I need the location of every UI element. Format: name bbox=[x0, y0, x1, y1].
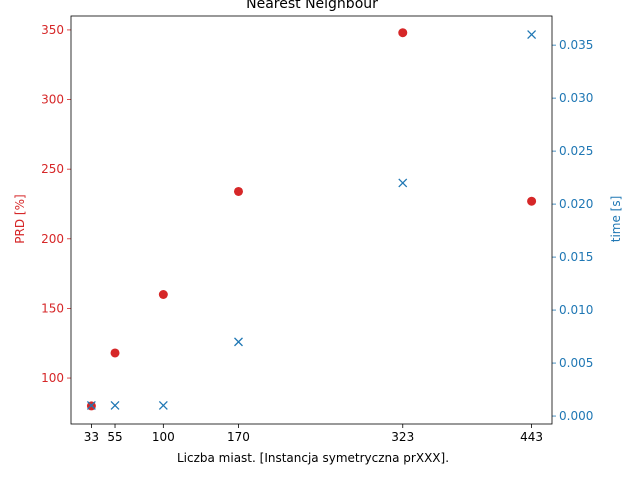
x-tick-label: 443 bbox=[520, 430, 543, 444]
x-tick-label: 33 bbox=[84, 430, 99, 444]
time-point-stroke bbox=[527, 30, 537, 40]
time-point bbox=[86, 400, 96, 410]
prd-point bbox=[233, 186, 243, 196]
y-left-tick-label: 350 bbox=[41, 23, 64, 37]
y-right-tick-label: 0.000 bbox=[559, 409, 593, 423]
time-point bbox=[234, 337, 243, 347]
time-point-stroke bbox=[398, 178, 408, 188]
time-point-stroke bbox=[234, 337, 243, 347]
time-point-stroke bbox=[110, 400, 120, 410]
plot-frame bbox=[70, 15, 553, 425]
chart-title: Nearest Neighbour bbox=[246, 0, 378, 12]
time-point bbox=[527, 30, 537, 40]
time-point bbox=[158, 400, 168, 410]
y-left-tick-label: 100 bbox=[41, 371, 64, 385]
y-right-tick-label: 0.035 bbox=[559, 38, 593, 52]
y-right-tick-label: 0.030 bbox=[559, 91, 593, 105]
y-left-axis-label: PRD [%] bbox=[13, 194, 27, 243]
time-point bbox=[110, 400, 120, 410]
x-tick-label: 55 bbox=[107, 430, 122, 444]
y-right-tick-label: 0.020 bbox=[559, 197, 593, 211]
y-left-tick-label: 250 bbox=[41, 162, 64, 176]
time-point-stroke bbox=[158, 400, 168, 410]
y-right-axis-label: time [s] bbox=[609, 196, 623, 243]
y-left-tick-label: 300 bbox=[41, 93, 64, 107]
y-left-tick-label: 150 bbox=[41, 301, 64, 315]
x-axis-label: Liczba miast. [Instancja symetryczna prX… bbox=[177, 451, 449, 465]
prd-point bbox=[527, 196, 537, 206]
y-right-tick-label: 0.025 bbox=[559, 144, 593, 158]
y-left-tick-label: 200 bbox=[41, 232, 64, 246]
x-tick-label: 323 bbox=[391, 430, 414, 444]
x-tick-label: 170 bbox=[227, 430, 250, 444]
time-point-stroke bbox=[86, 400, 96, 410]
prd-point bbox=[110, 348, 120, 358]
prd-point bbox=[398, 28, 408, 38]
y-right-tick-label: 0.010 bbox=[559, 303, 593, 317]
time-point bbox=[398, 178, 408, 188]
y-right-tick-label: 0.005 bbox=[559, 356, 593, 370]
x-tick-label: 100 bbox=[152, 430, 175, 444]
plot-area: 33 55 100 170 323 443 100 150 200 250 300 350 0.000 0… bbox=[41, 15, 593, 444]
prd-point bbox=[158, 289, 168, 299]
y-right-tick-label: 0.015 bbox=[559, 250, 593, 264]
